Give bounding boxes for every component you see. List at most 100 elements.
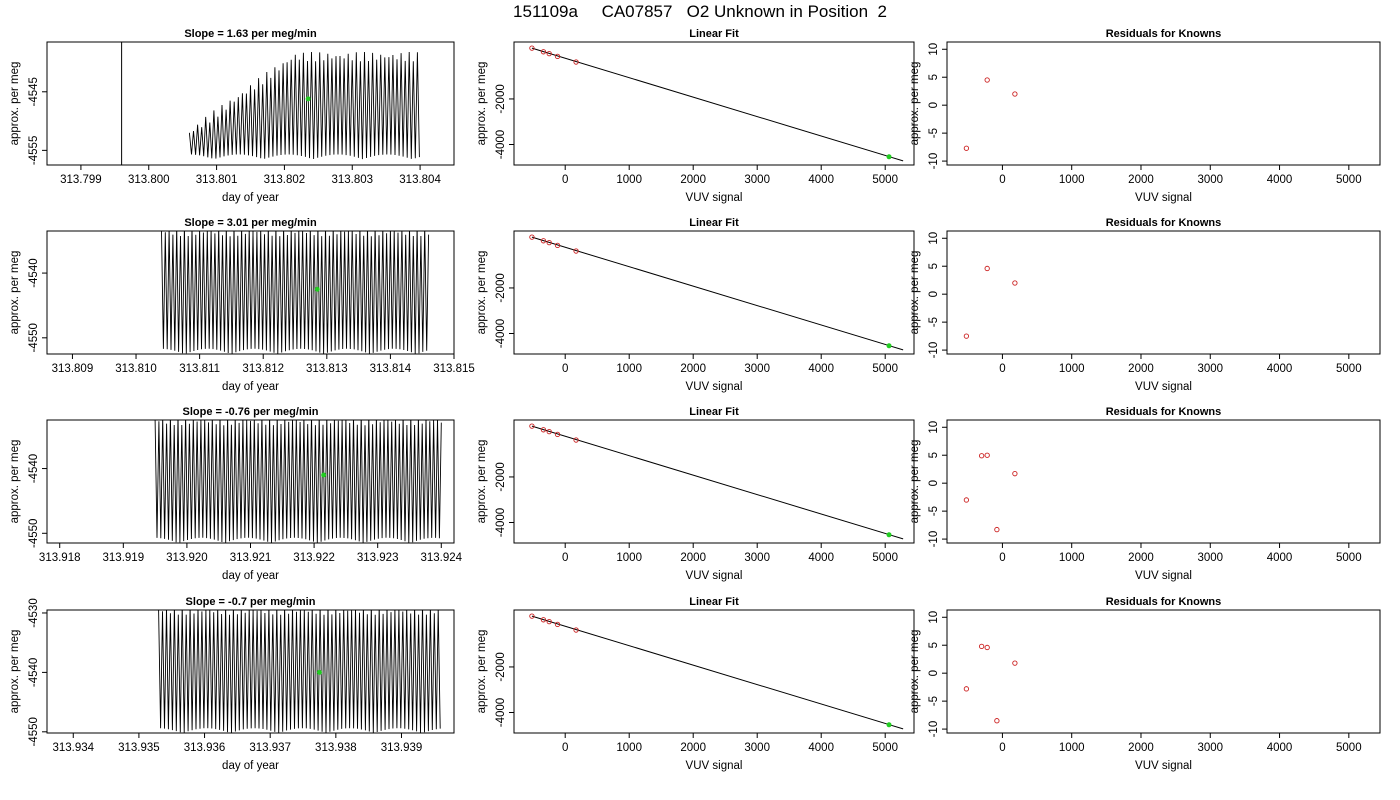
- chart-title: Residuals for Knowns: [1106, 596, 1222, 608]
- known-point: [573, 248, 579, 254]
- x-tick-label: 313.934: [52, 742, 94, 754]
- chart-title: Linear Fit: [689, 28, 739, 40]
- x-tick-label: 1000: [616, 742, 642, 754]
- known-point: [554, 431, 561, 437]
- plot-area: [529, 423, 904, 540]
- y-tick-label: -4000: [495, 319, 507, 348]
- known-point: [1012, 660, 1018, 666]
- signal-trace: [161, 231, 430, 354]
- chart-panel-r1c0: Slope = 3.01 per meg/min 313.809 313.810 31…: [9, 217, 475, 393]
- known-point: [963, 686, 970, 692]
- x-tick-label: 313.923: [357, 552, 399, 564]
- chart-panel-r2c0: Slope = -0.76 per meg/min 313.918 313.919 3…: [9, 406, 463, 582]
- page-title: 151109a CA07857 O2 Unknown in Position 2: [513, 2, 887, 21]
- x-tick-label: 313.920: [166, 552, 208, 564]
- x-tick-label: 313.810: [115, 363, 157, 375]
- y-tick-label: -4000: [495, 508, 507, 537]
- plot-frame: [513, 41, 915, 166]
- known-point: [573, 627, 579, 633]
- x-axis-label: day of year: [222, 760, 279, 772]
- x-tick-label: 0: [562, 174, 568, 186]
- x-axis-label: VUV signal: [686, 192, 743, 204]
- known-point: [978, 643, 985, 649]
- x-axis-label: VUV signal: [1135, 381, 1192, 393]
- known-point: [540, 238, 547, 244]
- y-axis-label: approx. per meg: [909, 251, 921, 335]
- y-tick-label: -10: [928, 153, 940, 170]
- x-tick-label: 1000: [616, 552, 642, 564]
- x-tick-label: 4000: [1267, 363, 1293, 375]
- known-point: [554, 242, 561, 249]
- y-tick-label: 10: [928, 611, 940, 624]
- unknown-point: [314, 286, 320, 292]
- plot-area: [963, 77, 1018, 151]
- plot-frame: [946, 419, 1381, 544]
- x-tick-label: 313.812: [242, 363, 284, 375]
- plot-area: [154, 420, 442, 543]
- x-tick-label: 2000: [1128, 363, 1154, 375]
- y-tick-label: -5: [928, 506, 940, 516]
- x-tick-label: 313.804: [399, 174, 441, 186]
- y-tick-label: -4000: [495, 698, 507, 727]
- y-tick-label: -4550: [28, 519, 40, 548]
- y-tick-label: 0: [928, 102, 940, 108]
- fit-line: [531, 236, 904, 351]
- x-tick-label: 1000: [616, 363, 642, 375]
- x-tick-label: 313.918: [39, 552, 81, 564]
- chart-panel-r1c2: Residuals for Knowns 0 1000 2000 3000 4000 500…: [909, 217, 1381, 393]
- signal-trace: [188, 51, 420, 160]
- y-tick-label: -10: [928, 721, 940, 738]
- y-axis-label: approx. per meg: [9, 62, 21, 146]
- known-point: [994, 526, 1000, 533]
- x-tick-label: 2000: [1128, 552, 1154, 564]
- plot-area: [161, 231, 430, 354]
- chart-panel-r2c1: Linear Fit 0 1000 2000 3000 4000 5000 VUV signa…: [476, 406, 915, 582]
- known-point: [540, 427, 547, 433]
- x-tick-label: 313.939: [381, 742, 423, 754]
- chart-panel-r3c0: Slope = -0.7 per meg/min 313.934 313.935 31…: [9, 596, 455, 772]
- known-point: [1012, 280, 1018, 286]
- known-point: [529, 45, 535, 51]
- known-point: [1012, 91, 1018, 97]
- y-tick-label: -4540: [28, 258, 40, 287]
- x-tick-label: 5000: [1336, 174, 1362, 186]
- unknown-point: [886, 154, 892, 160]
- chart-panel-r3c2: Residuals for Knowns 0 1000 2000 3000 4000 500…: [909, 596, 1381, 772]
- x-tick-label: 313.938: [315, 742, 357, 754]
- x-tick-label: 4000: [1267, 742, 1293, 754]
- x-axis-label: VUV signal: [1135, 570, 1192, 582]
- fit-line: [531, 47, 904, 162]
- plot-area: [963, 643, 1018, 724]
- y-axis-label: approx. per meg: [476, 630, 488, 714]
- x-tick-label: 3000: [1197, 174, 1223, 186]
- plot-area: [529, 613, 904, 730]
- chart-title: Residuals for Knowns: [1106, 28, 1222, 40]
- x-tick-label: 313.813: [306, 363, 348, 375]
- y-tick-label: 5: [928, 642, 940, 648]
- y-tick-label: 5: [928, 452, 940, 458]
- x-tick-label: 0: [562, 363, 568, 375]
- x-tick-label: 5000: [1336, 742, 1362, 754]
- x-tick-label: 1000: [1059, 742, 1085, 754]
- chart-title: Slope = 3.01 per meg/min: [184, 217, 317, 229]
- y-tick-label: -4000: [495, 130, 507, 159]
- known-point: [963, 497, 970, 503]
- x-axis-label: VUV signal: [1135, 760, 1192, 772]
- y-axis-label: approx. per meg: [476, 440, 488, 524]
- x-tick-label: 1000: [1059, 363, 1085, 375]
- x-tick-label: 1000: [616, 174, 642, 186]
- x-tick-label: 3000: [1197, 742, 1223, 754]
- plot-frame: [46, 230, 455, 355]
- x-tick-label: 5000: [872, 552, 898, 564]
- x-axis-label: VUV signal: [686, 381, 743, 393]
- plot-area: [963, 452, 1018, 533]
- x-tick-label: 5000: [872, 174, 898, 186]
- x-axis-label: VUV signal: [686, 570, 743, 582]
- plot-frame: [46, 609, 455, 734]
- plot-frame: [513, 609, 915, 734]
- y-tick-label: -10: [928, 531, 940, 548]
- chart-panel-r0c0: Slope = 1.63 per meg/min 313.799 313.800 31…: [9, 28, 455, 204]
- x-tick-label: 3000: [744, 552, 770, 564]
- known-point: [984, 452, 990, 458]
- chart-panel-r0c1: Linear Fit 0 1000 2000 3000 4000 5000 VUV signa…: [476, 28, 915, 204]
